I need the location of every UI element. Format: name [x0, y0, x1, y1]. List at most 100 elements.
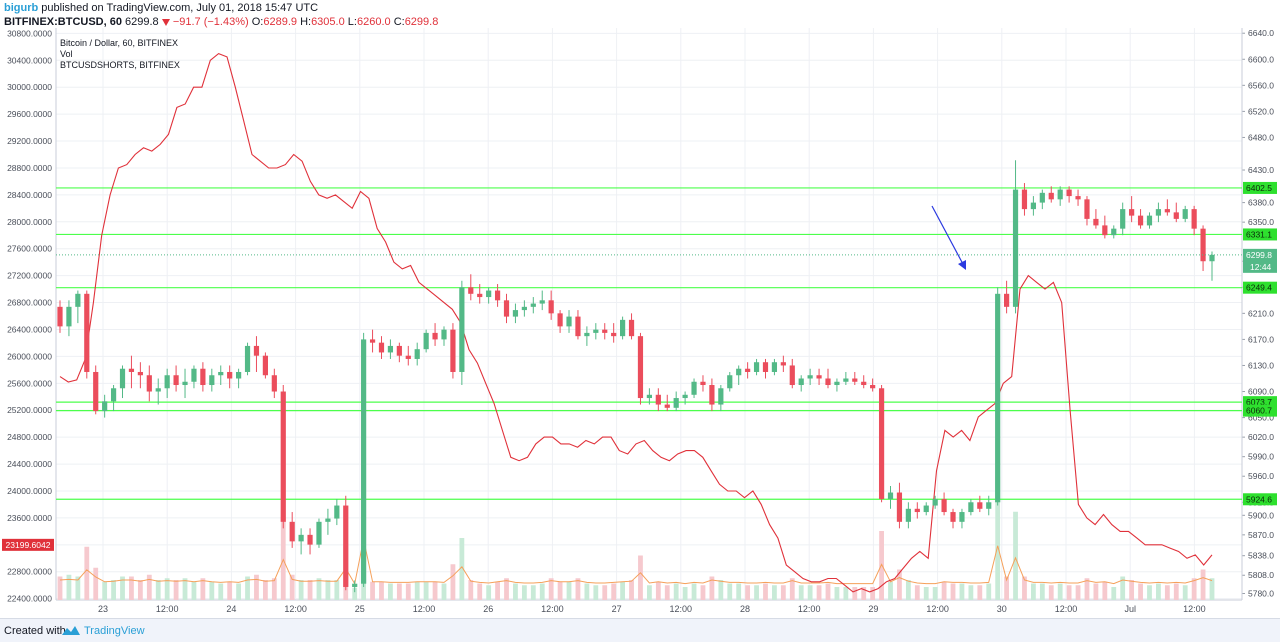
right-tick-label: 6130.0	[1248, 360, 1274, 370]
tradingview-logo-icon[interactable]	[61, 624, 81, 638]
volume-bar	[316, 578, 322, 600]
level-price-box	[1243, 404, 1277, 417]
legend-vol: Vol	[60, 49, 73, 59]
volume-bar	[888, 581, 893, 600]
volume-bar	[727, 583, 733, 600]
volume-bar	[218, 583, 224, 600]
volume-bar	[1138, 583, 1143, 600]
volume-bar	[173, 580, 179, 600]
candle-body	[486, 290, 492, 298]
volume-bar	[718, 580, 724, 600]
candle-body	[262, 355, 268, 376]
volume-bar	[914, 585, 920, 600]
candle-body	[173, 375, 179, 386]
volume-bar	[191, 581, 197, 600]
volume-bar	[1102, 581, 1108, 600]
x-tick-label: 26	[483, 604, 493, 614]
volume-bar	[620, 581, 626, 600]
right-tick-label: 6350.0	[1248, 217, 1274, 227]
tradingview-brand[interactable]: TradingView	[84, 625, 145, 637]
left-tick-label: 28800.0000	[7, 163, 52, 173]
candle-body	[387, 345, 394, 353]
volume-bar	[673, 583, 679, 600]
left-tick-label: 29600.0000	[7, 109, 52, 119]
candle-body	[57, 306, 63, 327]
candle-body	[521, 306, 527, 311]
volume-bar	[593, 585, 599, 600]
left-tick-label: 27600.0000	[7, 244, 52, 254]
volume-bar	[1030, 583, 1036, 600]
volume-bar	[146, 574, 152, 600]
candle-body	[316, 521, 322, 545]
volume-bar	[968, 585, 974, 600]
volume-bar	[700, 585, 706, 600]
price-chart[interactable]: 23 12:00 24 12:00 25 12:00 26 12:00 27 12:00 28 12:…	[0, 28, 1280, 618]
candle-body	[289, 521, 295, 542]
left-tick-label: 30800.0000	[7, 28, 52, 38]
candle-body	[494, 290, 501, 301]
volume-bar	[254, 574, 259, 600]
candle-body	[227, 371, 233, 379]
candle-body	[923, 505, 929, 513]
candle-body	[807, 375, 813, 379]
candle-body	[1137, 215, 1144, 226]
candle-body	[146, 375, 152, 392]
right-tick-label: 6170.0	[1248, 334, 1274, 344]
volume-bar	[870, 587, 876, 600]
left-tick-label: 28400.0000	[7, 190, 52, 200]
close-value: 6299.8	[404, 16, 439, 28]
right-tick-label: 5870.0	[1248, 530, 1274, 540]
candle-body	[539, 300, 545, 304]
volume-bar	[941, 581, 947, 600]
right-tick-label: 6480.0	[1248, 132, 1274, 142]
low-label: L:	[347, 16, 357, 28]
candle-body	[361, 339, 367, 584]
candle-body	[298, 534, 304, 542]
candle-body	[825, 378, 831, 386]
candle-body	[530, 303, 536, 307]
last-price: 6299.8	[125, 16, 159, 28]
candle-body	[914, 508, 920, 513]
volume-bar	[388, 583, 393, 600]
volume-bar	[325, 580, 331, 600]
volume-bar	[646, 585, 652, 600]
left-tick-label: 24000.0000	[7, 486, 52, 496]
candle-body	[673, 398, 679, 408]
legend-shorts: BTCUSDSHORTS, BITFINEX	[60, 60, 180, 70]
candle-body	[280, 391, 286, 522]
candle-body	[611, 332, 617, 337]
low-value: 6260.0	[356, 16, 391, 28]
candle-body	[950, 512, 956, 522]
right-tick-label: 5900.0	[1248, 510, 1274, 520]
candle-body	[727, 375, 733, 389]
author-name[interactable]: bigurb	[4, 2, 39, 14]
volume-bar	[66, 574, 72, 600]
volume-bar	[825, 583, 831, 600]
candle-body	[155, 388, 161, 392]
candle-body	[628, 319, 635, 337]
candle-body	[932, 499, 938, 506]
candle-body	[745, 368, 751, 372]
candle-body	[1084, 199, 1090, 219]
candle-body	[959, 512, 965, 522]
level-price-box	[1243, 181, 1277, 194]
candle-body	[995, 293, 1001, 503]
volume-bar	[111, 580, 116, 600]
right-tick-label: 5808.0	[1248, 570, 1274, 580]
volume-bar	[548, 578, 554, 600]
candle-body	[1048, 192, 1054, 200]
volume-bar	[539, 583, 545, 600]
candle-body	[459, 287, 465, 372]
candle-body	[477, 293, 483, 298]
level-price-label: 6060.7	[1246, 406, 1272, 416]
x-tick-label: 12:00	[798, 604, 821, 614]
candle-body	[137, 371, 143, 376]
volume-bar	[950, 583, 956, 600]
candle-body	[968, 502, 974, 513]
x-tick-label: 12:00	[1055, 604, 1078, 614]
candle-body	[325, 518, 331, 522]
volume-bar	[396, 583, 402, 600]
volume-bar	[736, 583, 742, 600]
x-tick-label: 23	[98, 604, 108, 614]
candle-body	[209, 375, 215, 386]
